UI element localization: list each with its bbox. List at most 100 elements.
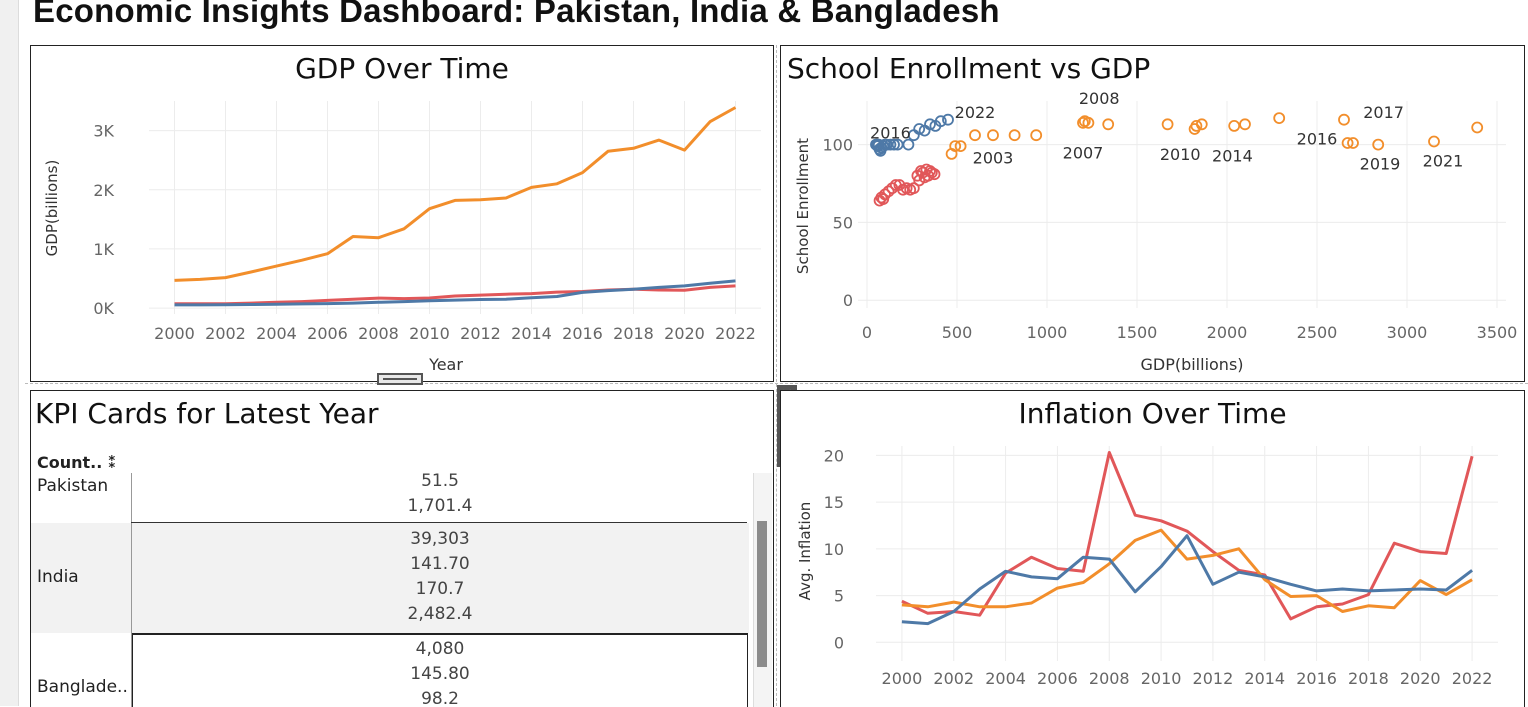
x-tick-label: 2022 [715,324,756,343]
inflation-over-time-panel[interactable]: Inflation Over Time 2000 2002 2004 2006 2008… [780,390,1525,707]
resize-handle[interactable] [377,373,423,385]
kpi-cards-panel[interactable]: KPI Cards for Latest Year Count.. ⁑ Paki… [30,390,774,707]
x-tick-label: 2004 [256,324,297,343]
x-tick-label: 2002 [933,669,974,688]
y-tick-label: 100 [822,136,853,155]
y-axis-label: GDP(billions) [43,160,61,257]
enrollment-scatter-chart[interactable]: 0 500 1000 1500 2000 2500 3000 3500 0 50 100 GDP(bi… [781,46,1524,381]
y-tick-label: 0 [834,633,844,652]
x-tick-label: 3500 [1477,323,1518,342]
x-tick-label: 500 [942,323,973,342]
x-tick-label: 2010 [1141,669,1182,688]
vertical-divider [776,45,777,706]
scatter-point-india [1195,118,1208,131]
scatter-point-pakistan [882,185,895,198]
x-tick-label: 2000 [1207,323,1248,342]
scatter-point-bangladesh [884,138,897,151]
x-tick-label: 2004 [985,669,1026,688]
scatter-point-bangladesh [942,113,954,126]
scatter-point-india [1338,113,1350,126]
scatter-point-india [1273,112,1286,124]
point-annotation: 2016 [1297,130,1338,149]
y-tick-label: 0K [93,299,114,318]
kpi-values: 39,303 141.70 170.7 2,482.4 [133,527,747,627]
kpi-row-pakistan[interactable]: Pakistan 51.5 1,701.4 [31,473,749,523]
gdp-line-chart[interactable]: 2000 2002 2004 2006 2008 2010 2012 2014 2016 2018… [31,46,773,381]
x-tick-label: 2012 [460,324,501,343]
kpi-value: 51.5 [421,473,459,491]
x-tick-label: 2016 [1296,669,1337,688]
y-tick-label: 3K [93,122,114,141]
scatter-point-bangladesh [888,138,900,151]
scatter-point-bangladesh [934,115,947,128]
scatter-point-pakistan [907,182,920,195]
kpi-country-label: India [37,567,79,587]
y-tick-label: 20 [824,446,844,465]
x-tick-label: 2008 [358,324,399,343]
dashboard-title: Economic Insights Dashboard: Pakistan, I… [33,0,1000,29]
kpi-value: 170.7 [415,579,465,599]
kpi-scrollbar-thumb[interactable] [757,521,767,667]
series-line-pakistan [901,451,1474,621]
point-annotation: 2007 [1063,144,1104,163]
scatter-point-bangladesh [924,118,936,131]
x-tick-label: 2006 [307,324,348,343]
kpi-selected-cell-border [132,633,748,707]
scatter-point-pakistan [875,191,888,204]
kpi-value: 141.70 [410,554,470,574]
scatter-point-india [1341,137,1354,149]
inflation-line-chart[interactable]: 2000 2002 2004 2006 2008 2010 2012 2014 2016 2018… [781,391,1524,707]
kpi-row-india[interactable]: India 39,303 141.70 170.7 2,482.4 [31,523,749,633]
school-enrollment-panel[interactable]: School Enrollment vs GDP 0 500 1000 1500 200… [780,45,1525,382]
scatter-point-india [1372,138,1385,151]
x-tick-label: 2500 [1297,323,1338,342]
kpi-row-bangladesh[interactable]: Banglade.. 4,080 145.80 98.2 [31,633,749,707]
x-tick-label: 2014 [1244,669,1285,688]
x-tick-label: 2012 [1193,669,1234,688]
kpi-column-header[interactable]: Count.. ⁑ [37,453,117,472]
kpi-country-label: Pakistan [37,476,109,496]
scatter-point-india [969,129,981,142]
x-tick-label: 2016 [562,324,603,343]
x-tick-label: 2018 [1348,669,1389,688]
y-axis-label: School Enrollment [794,138,812,274]
x-tick-label: 2008 [1089,669,1130,688]
y-axis-label: Avg. Inflation [796,502,814,601]
scatter-point-india [987,129,999,142]
point-annotation: 2021 [1423,151,1464,170]
scatter-point-india [1082,116,1095,129]
x-tick-label: 2000 [882,669,923,688]
y-tick-label: 15 [824,493,844,512]
scatter-chart-title: School Enrollment vs GDP [787,52,1151,85]
series-line-india [901,528,1473,613]
point-annotation: 2010 [1160,145,1201,164]
kpi-table: Pakistan 51.5 1,701.4 India 39,303 141.7… [31,473,749,707]
scatter-point-pakistan [928,168,941,181]
x-axis-label: GDP(billions) [1140,355,1243,374]
kpi-value: 2,482.4 [407,604,473,624]
x-tick-label: 2020 [1400,669,1441,688]
point-annotation: 2008 [1079,89,1120,108]
x-tick-label: 1500 [1117,323,1158,342]
kpi-label-cell [31,633,132,707]
gdp-over-time-panel[interactable]: GDP Over Time 2000 2002 2004 2006 2008 2010 20… [30,45,774,382]
inflation-chart-title: Inflation Over Time [1018,397,1287,430]
scatter-point-bangladesh [913,123,926,135]
kpi-value: 1,701.4 [407,496,473,516]
scatter-point-india [1471,121,1484,134]
row-divider [131,522,747,523]
x-tick-label: 2010 [409,324,450,343]
x-axis-label: Year [428,355,463,374]
series-line-india [174,106,737,282]
point-annotation: 2019 [1360,154,1401,173]
x-tick-label: 1000 [1027,323,1068,342]
point-annotation: 2016 [870,123,911,142]
kpi-title: KPI Cards for Latest Year [35,397,379,430]
kpi-value: 4,080 [415,639,465,659]
x-tick-label: 2020 [664,324,705,343]
y-tick-label: 0 [843,291,853,310]
scatter-point-pakistan [886,182,899,195]
series-line-bangladesh [174,279,736,307]
kpi-values: 4,080 145.80 98.2 [133,637,747,707]
x-tick-label: 2000 [154,324,195,343]
